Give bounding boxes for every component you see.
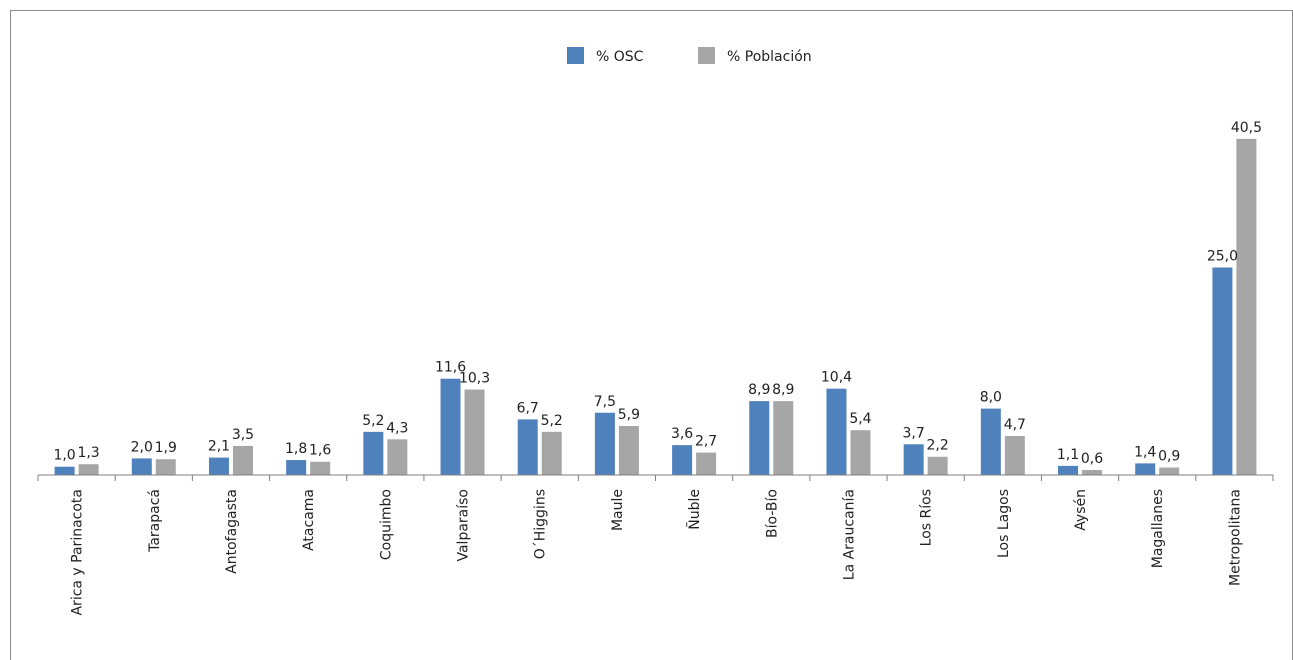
legend: % OSC % Población	[567, 47, 812, 65]
bar-poblacion	[696, 452, 717, 475]
bar-poblacion	[618, 426, 639, 475]
category-label: Los Lagos	[996, 489, 1012, 558]
category-label: Tarapacá	[147, 489, 163, 553]
bar-poblacion	[927, 456, 948, 475]
bar-osc	[1135, 463, 1156, 475]
bar-osc	[672, 445, 693, 475]
category-labels: Arica y Parinacota Tarapacá Antofagasta Ata…	[70, 489, 1244, 616]
bar-osc	[903, 444, 924, 475]
value-label-osc: 3,7	[903, 425, 925, 441]
bar-osc	[594, 412, 615, 475]
value-label-osc: 25,0	[1207, 249, 1238, 265]
value-label-poblacion: 2,7	[695, 434, 717, 450]
legend-swatch	[567, 47, 584, 64]
value-label-osc: 8,0	[980, 390, 1002, 406]
value-label-poblacion: 0,9	[1158, 449, 1180, 465]
value-label-poblacion: 40,5	[1231, 120, 1262, 136]
category-label: Antofagasta	[224, 489, 240, 574]
bar-osc	[286, 460, 307, 475]
bar-osc	[54, 466, 75, 475]
category-label: Ñuble	[686, 489, 703, 530]
category-label: La Araucanía	[841, 489, 857, 580]
category-label: O´Higgins	[533, 489, 549, 559]
bar-osc	[980, 408, 1001, 475]
value-label-poblacion: 8,9	[772, 382, 794, 398]
bar-osc	[517, 419, 538, 475]
legend-label: % Población	[727, 49, 812, 65]
bar-osc	[826, 388, 847, 475]
value-label-poblacion: 0,6	[1081, 451, 1103, 467]
bar-osc	[208, 457, 229, 475]
bar-poblacion	[1159, 467, 1180, 475]
value-label-osc: 8,9	[748, 382, 770, 398]
category-label: Atacama	[301, 489, 317, 551]
bar-poblacion	[78, 464, 99, 475]
bar-poblacion	[387, 439, 408, 475]
value-label-osc: 5,2	[362, 413, 384, 429]
value-label-poblacion: 5,2	[541, 413, 563, 429]
value-label-poblacion: 5,4	[849, 411, 871, 427]
bar-poblacion	[155, 459, 176, 475]
bar-osc	[131, 458, 152, 475]
chart-frame	[10, 10, 1293, 660]
category-label: Valparaíso	[456, 489, 472, 562]
value-label-osc: 1,8	[285, 441, 307, 457]
value-label-osc: 2,1	[208, 439, 230, 455]
value-label-osc: 1,1	[1057, 447, 1079, 463]
bar-poblacion	[541, 431, 562, 475]
value-label-osc: 1,0	[53, 448, 75, 464]
category-label: Coquimbo	[378, 489, 394, 560]
category-label: Magallanes	[1150, 489, 1166, 568]
value-labels: 1,0 1,3 2,0 1,9 2,13,51,8 1,65,2 4,311,610,36,…	[53, 120, 1262, 467]
bar-osc	[363, 431, 384, 475]
value-label-poblacion: 10,3	[459, 371, 490, 387]
value-label-poblacion: 2,2	[927, 438, 949, 454]
value-label-poblacion: 3,5	[232, 427, 254, 443]
category-label: Arica y Parinacota	[70, 489, 86, 616]
bar-poblacion	[464, 389, 485, 475]
value-label-osc: 6,7	[517, 400, 539, 416]
bar-poblacion	[1082, 470, 1103, 475]
legend-item-osc: % OSC	[567, 47, 644, 65]
bar-poblacion	[1004, 435, 1025, 475]
value-label-osc: 3,6	[671, 426, 693, 442]
value-label-osc: 11,6	[435, 360, 466, 376]
category-label: Los Ríos	[919, 489, 935, 546]
value-label-poblacion: 5,9	[618, 407, 640, 423]
value-label-poblacion: 1,9	[155, 440, 177, 456]
category-label: Metropolitana	[1227, 489, 1243, 586]
x-axis-ticks	[37, 475, 1274, 481]
bar-osc	[1058, 465, 1079, 475]
value-label-poblacion: 1,6	[309, 443, 331, 459]
value-label-poblacion: 1,3	[77, 445, 99, 461]
category-label: Maule	[610, 489, 626, 531]
bar-poblacion	[773, 401, 794, 475]
bar-poblacion	[232, 445, 253, 475]
bar-osc	[1212, 267, 1233, 475]
value-label-osc: 1,4	[1134, 444, 1156, 460]
legend-label: % OSC	[596, 49, 644, 65]
bar-poblacion	[850, 430, 871, 475]
legend-item-poblacion: % Población	[698, 47, 812, 65]
category-label: Aysén	[1073, 489, 1089, 531]
bar-poblacion	[310, 461, 331, 475]
bar-osc	[749, 401, 770, 475]
bar-poblacion	[1236, 138, 1257, 475]
value-label-osc: 7,5	[594, 394, 616, 410]
value-label-osc: 2,0	[131, 439, 153, 455]
category-label: Bío-Bío	[764, 489, 780, 538]
bars	[54, 138, 1257, 475]
value-label-osc: 10,4	[821, 370, 852, 386]
value-label-poblacion: 4,7	[1004, 417, 1026, 433]
bar-osc	[440, 378, 461, 475]
legend-swatch	[698, 47, 715, 64]
value-label-poblacion: 4,3	[386, 420, 408, 436]
